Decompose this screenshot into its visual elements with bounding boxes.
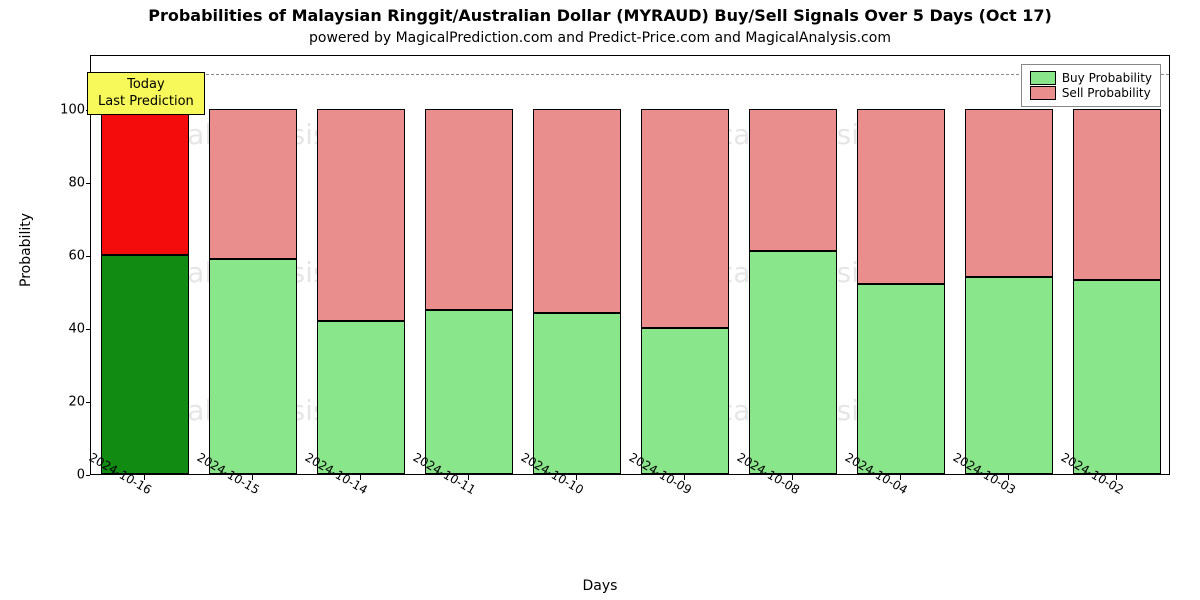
y-tick-label: 20	[50, 394, 85, 409]
bar	[641, 54, 730, 474]
sell-segment	[965, 109, 1054, 277]
sell-segment	[533, 109, 622, 314]
sell-segment	[101, 109, 190, 255]
chart-title: Probabilities of Malaysian Ringgit/Austr…	[0, 6, 1200, 25]
legend-label-buy: Buy Probability	[1062, 71, 1152, 85]
bar	[101, 54, 190, 474]
buy-segment	[101, 255, 190, 474]
y-axis-label: Probability	[18, 213, 34, 287]
y-tick-label: 100	[50, 102, 85, 117]
legend-label-sell: Sell Probability	[1062, 86, 1151, 100]
bar	[749, 54, 838, 474]
sell-segment	[209, 109, 298, 259]
bars-layer	[91, 56, 1169, 474]
x-axis-label: Days	[0, 578, 1200, 594]
sell-segment	[317, 109, 406, 321]
sell-segment	[749, 109, 838, 251]
buy-segment	[965, 277, 1054, 474]
chart-subtitle: powered by MagicalPrediction.com and Pre…	[0, 30, 1200, 46]
bar	[533, 54, 622, 474]
legend: Buy Probability Sell Probability	[1021, 64, 1161, 107]
legend-item-buy: Buy Probability	[1030, 71, 1152, 85]
bar	[857, 54, 946, 474]
sell-segment	[857, 109, 946, 284]
bar	[317, 54, 406, 474]
bar	[965, 54, 1054, 474]
bar	[1073, 54, 1162, 474]
buy-segment	[749, 251, 838, 474]
bar	[425, 54, 514, 474]
buy-segment	[317, 321, 406, 474]
plot-area: MagicalAnalysis.com MagicalAnalysis.com …	[90, 55, 1170, 475]
sell-segment	[1073, 109, 1162, 281]
y-tick-label: 40	[50, 321, 85, 336]
buy-segment	[533, 313, 622, 474]
y-tick-mark	[86, 475, 90, 476]
bar	[209, 54, 298, 474]
today-line2: Last Prediction	[98, 94, 194, 109]
today-annotation: Today Last Prediction	[87, 72, 205, 115]
y-tick-label: 80	[50, 175, 85, 190]
buy-segment	[209, 259, 298, 474]
buy-segment	[857, 284, 946, 474]
legend-swatch-sell	[1030, 86, 1056, 100]
legend-swatch-buy	[1030, 71, 1056, 85]
buy-segment	[425, 310, 514, 474]
y-tick-label: 60	[50, 248, 85, 263]
legend-item-sell: Sell Probability	[1030, 86, 1152, 100]
sell-segment	[641, 109, 730, 328]
today-line1: Today	[127, 77, 165, 92]
y-tick-label: 0	[50, 468, 85, 483]
sell-segment	[425, 109, 514, 310]
buy-segment	[641, 328, 730, 474]
chart-container: Probabilities of Malaysian Ringgit/Austr…	[0, 0, 1200, 600]
buy-segment	[1073, 280, 1162, 474]
